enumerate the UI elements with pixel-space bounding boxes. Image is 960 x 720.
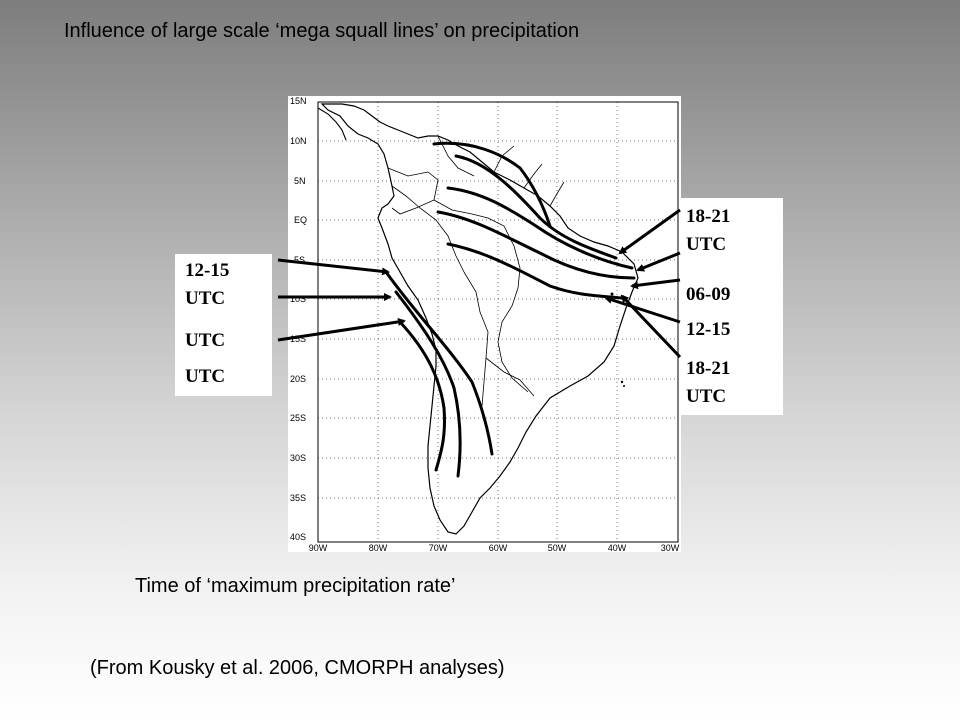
lon-label: 50W <box>548 543 567 552</box>
south-america-map: 15N 10N 5N EQ 5S 10S 15S 20S 25S 30S 35S… <box>288 96 681 552</box>
lat-label: 30S <box>290 453 306 463</box>
left-time-label: 12-15 <box>185 260 230 281</box>
island-markers <box>610 292 625 387</box>
map-grid <box>318 102 678 542</box>
lat-labels: 15N 10N 5N EQ 5S 10S 15S 20S 25S 30S 35S… <box>290 96 307 542</box>
lat-label: EQ <box>294 215 307 225</box>
right-time-label: 12-15 <box>686 319 731 340</box>
lat-label: 20S <box>290 374 306 384</box>
lon-label: 40W <box>608 543 627 552</box>
lat-label: 15S <box>290 334 306 344</box>
map-caption: Time of ‘maximum precipitation rate’ <box>135 575 456 597</box>
squall-line-8 <box>398 320 446 472</box>
right-time-label-box: 18-21 UTC 06-09 12-15 18-21 UTC <box>681 198 783 415</box>
right-time-label: UTC <box>686 234 727 255</box>
lon-label: 80W <box>369 543 388 552</box>
lat-label: 25S <box>290 413 306 423</box>
squall-line-2 <box>454 154 618 260</box>
map-svg: 15N 10N 5N EQ 5S 10S 15S 20S 25S 30S 35S… <box>290 96 680 552</box>
squall-line-6 <box>384 270 494 456</box>
south-america-coastline <box>320 103 639 535</box>
slide-title: Influence of large scale ‘mega squall li… <box>64 20 580 42</box>
left-time-label: UTC <box>185 330 226 351</box>
right-time-label: 18-21 <box>686 358 731 379</box>
lon-label: 90W <box>309 543 328 552</box>
left-time-label: UTC <box>185 288 226 309</box>
left-time-label-box: 12-15 UTC UTC UTC <box>175 254 272 396</box>
squall-line-4 <box>436 210 636 280</box>
squall-lines <box>384 141 636 478</box>
lat-label: 10N <box>290 136 307 146</box>
lat-label: 5S <box>294 255 305 265</box>
squall-line-3 <box>446 186 634 270</box>
lat-label: 10S <box>290 294 306 304</box>
left-time-label: UTC <box>185 366 226 387</box>
squall-line-1 <box>432 141 552 228</box>
source-citation: (From Kousky et al. 2006, CMORPH analyse… <box>90 657 505 679</box>
lat-label: 40S <box>290 532 306 542</box>
right-time-label: 06-09 <box>686 284 731 305</box>
squall-line-7 <box>394 290 462 478</box>
lon-label: 30W <box>661 543 680 552</box>
lat-label: 5N <box>294 176 306 186</box>
right-time-label: UTC <box>686 386 727 407</box>
central-america-coast <box>317 107 347 141</box>
country-borders <box>387 135 565 407</box>
right-time-label: 18-21 <box>686 206 731 227</box>
lon-label: 70W <box>429 543 448 552</box>
lat-label: 35S <box>290 493 306 503</box>
lon-label: 60W <box>489 543 508 552</box>
lon-labels: 90W 80W 70W 60W 50W 40W 30W <box>309 543 680 552</box>
squall-line-5 <box>446 242 624 300</box>
lat-label: 15N <box>290 96 307 106</box>
